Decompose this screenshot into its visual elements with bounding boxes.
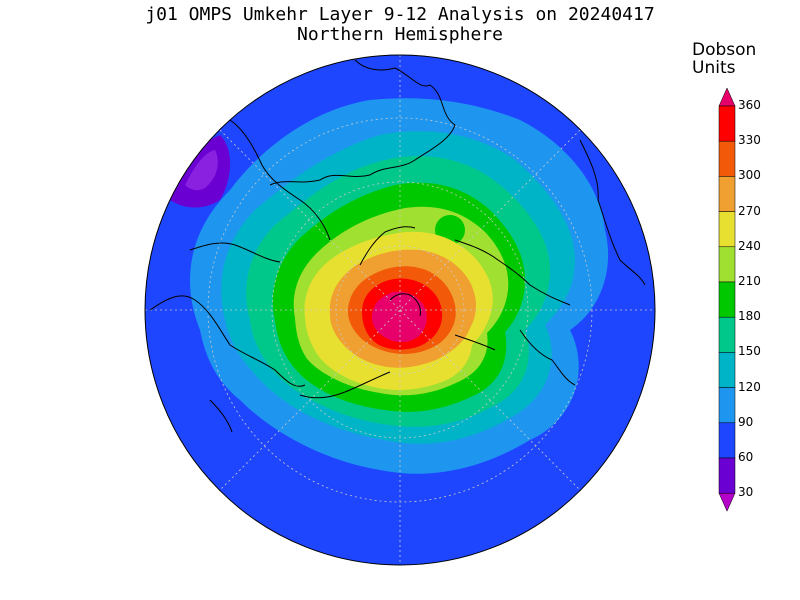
colorbar-band (718, 176, 736, 212)
colorbar-units: Units (692, 58, 736, 78)
colorbar-tick-label: 90 (738, 414, 754, 429)
colorbar-tick-label: 300 (738, 168, 761, 183)
colorbar-tick-label: 270 (738, 203, 761, 218)
colorbar-band (718, 105, 736, 142)
colorbar-band (718, 211, 736, 248)
colorbar-band (718, 387, 736, 424)
colorbar-tick-label: 150 (738, 344, 761, 359)
colorbar-top-arrow (718, 87, 736, 107)
coastlines (149, 59, 646, 433)
map-border (144, 54, 656, 566)
colorbar-tick-label: 180 (738, 309, 761, 324)
colorbar-bottom-arrow (718, 492, 736, 512)
chart-subtitle: Northern Hemisphere (297, 24, 503, 45)
colorbar-tick-label: 330 (738, 133, 761, 148)
colorbar-tick-label: 240 (738, 238, 761, 253)
colorbar-band (718, 246, 736, 283)
ozone-field (145, 55, 655, 565)
colorbar-band (718, 457, 736, 494)
colorbar-tick-label: 120 (738, 379, 761, 394)
colorbar-band (718, 281, 736, 318)
colorbar-tick-label: 210 (738, 274, 761, 288)
graticule (145, 55, 655, 565)
colorbar-tick-label: 360 (738, 98, 761, 112)
colorbar-band (718, 422, 736, 459)
colorbar-band (718, 352, 736, 388)
colorbar-tick-label: 30 (738, 485, 754, 500)
colorbar-title: Dobson (692, 40, 757, 60)
colorbar-band (718, 316, 736, 353)
colorbar-band (718, 140, 736, 177)
colorbar-tick-label: 60 (738, 450, 754, 464)
chart-title: j01 OMPS Umkehr Layer 9-12 Analysis on 2… (145, 4, 655, 25)
